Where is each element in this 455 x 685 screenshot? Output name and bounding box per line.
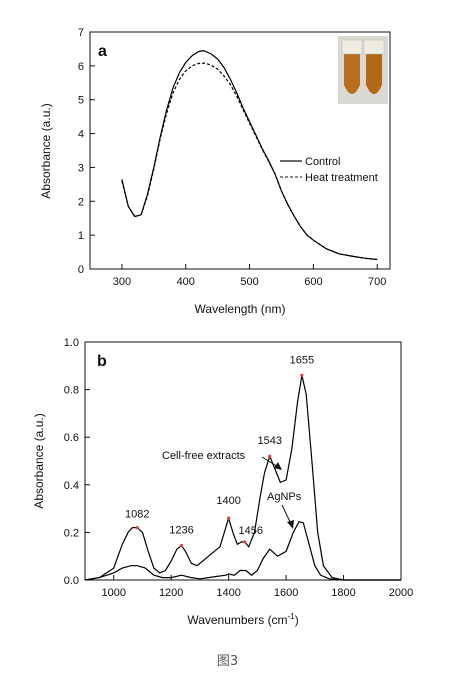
y-tick-label: 2 [78, 196, 84, 208]
peak-marker [135, 526, 139, 530]
tube-2-liquid [366, 54, 382, 94]
peak-marker [179, 543, 184, 548]
arrowhead-cell-free-extracts [274, 462, 282, 470]
legend-label-heat-treatment: Heat treatment [305, 172, 378, 184]
panel-a-plot-frame [89, 31, 391, 270]
peak-label: 1543 [257, 435, 281, 447]
panel-b-chart: 1000 1200 1400 1600 1800 2000 0.0 0.2 0.4 0.6 0.8 1… [32, 337, 413, 627]
panel-b-x-axis-title-sup: -1 [288, 612, 296, 621]
series-line-cell-free-extracts [84, 375, 401, 581]
tube-1-liquid [344, 54, 360, 94]
x-tick-label: 400 [177, 276, 195, 288]
panel-a-ticks: 300 400 500 600 700 0 1 2 3 4 5 6 7 [78, 27, 387, 288]
x-tick-label: 600 [304, 276, 322, 288]
y-tick-label: 0.6 [64, 432, 79, 444]
series-line-heat-treatment [121, 62, 378, 261]
x-tick-label: 1000 [101, 587, 125, 599]
arrowhead-agnps [287, 520, 294, 529]
panel-a-y-axis-title: Absorbance (a.u.) [39, 103, 53, 198]
x-tick-label: 1200 [159, 587, 183, 599]
panel-b-x-axis-title-close: ) [295, 613, 299, 627]
tube-1-cap [341, 39, 363, 55]
legend-label-control: Control [305, 156, 340, 168]
panel-a-series [121, 49, 378, 261]
panel-a-chart: 300 400 500 600 700 0 1 2 3 4 5 6 7 a Control Heat t… [39, 27, 391, 316]
annotation-agnps-text: AgNPs [267, 491, 302, 503]
y-tick-label: 0.4 [64, 480, 79, 492]
panel-b-peak-labels: 1082 1236 1400 1456 1543 1655 [125, 354, 314, 548]
panel-b-x-axis-title: Wavenumbers (cm-1) [187, 612, 298, 627]
peak-marker [268, 454, 272, 458]
y-tick-label: 6 [78, 61, 84, 73]
series-line-agnps [84, 520, 401, 581]
y-tick-label: 5 [78, 95, 84, 107]
panel-b-y-axis-title: Absorbance (a.u.) [32, 413, 46, 508]
peak-label: 1456 [238, 525, 262, 537]
y-tick-label: 0 [78, 264, 84, 276]
panel-b-plot-frame [84, 341, 402, 581]
peak-label: 1400 [216, 495, 240, 507]
peak-marker [227, 516, 231, 520]
panel-b-series [84, 375, 401, 581]
annotation-cell-free-extracts-text: Cell-free extracts [162, 450, 246, 462]
peak-marker [300, 373, 304, 377]
y-tick-label: 0.0 [64, 575, 79, 587]
y-tick-label: 4 [78, 129, 84, 141]
y-tick-label: 7 [78, 27, 84, 39]
x-tick-label: 1800 [331, 587, 355, 599]
x-tick-label: 500 [240, 276, 258, 288]
panel-b-ticks: 1000 1200 1400 1600 1800 2000 0.0 0.2 0.4 0.6 0.8 1… [64, 337, 414, 599]
panel-a-label: a [98, 43, 107, 60]
y-tick-label: 1 [78, 230, 84, 242]
y-tick-label: 0.2 [64, 527, 79, 539]
tube-2-cap [363, 39, 385, 55]
x-tick-label: 700 [368, 276, 386, 288]
annotation-cell-free-extracts: Cell-free extracts [162, 450, 282, 470]
panel-b-x-axis-title-main: Wavenumbers (cm [187, 613, 287, 627]
x-tick-label: 1400 [216, 587, 240, 599]
panel-a-x-axis-title: Wavelength (nm) [195, 302, 286, 316]
annotation-agnps: AgNPs [267, 491, 302, 529]
panel-a-legend: Control Heat treatment [280, 156, 378, 184]
y-tick-label: 3 [78, 162, 84, 174]
peak-label: 1236 [169, 524, 193, 536]
y-tick-label: 0.8 [64, 385, 79, 397]
peak-label: 1655 [290, 354, 314, 366]
y-tick-label: 1.0 [64, 337, 79, 349]
panel-a-inset-photo [338, 36, 388, 104]
x-tick-label: 300 [113, 276, 131, 288]
peak-marker [243, 540, 247, 544]
x-tick-label: 1600 [274, 587, 298, 599]
panel-b-label: b [97, 353, 107, 370]
figure-caption: 图3 [216, 654, 239, 669]
peak-label: 1082 [125, 509, 149, 521]
x-tick-label: 2000 [389, 587, 413, 599]
